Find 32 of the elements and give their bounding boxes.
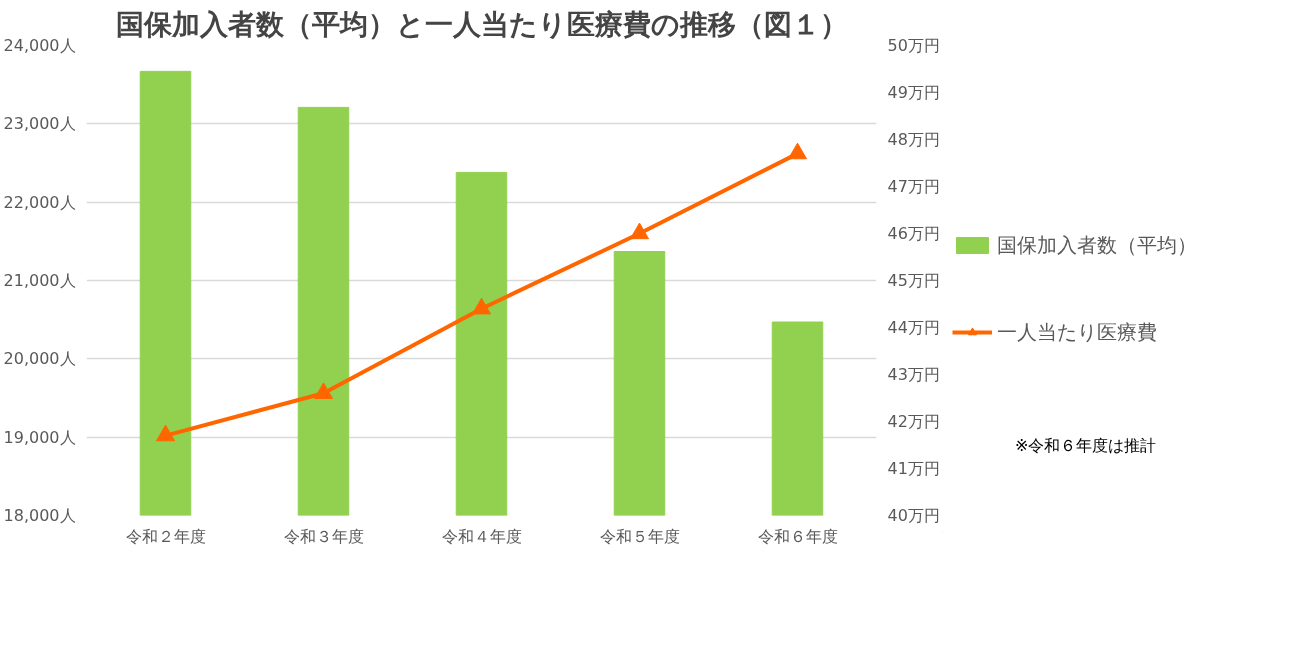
x-tick-label: 令和４年度 [441,526,522,546]
y-tick-label: 21,000人 [3,271,76,290]
y-tick-label: 18,000人 [3,506,76,525]
x-tick-label: 令和６年度 [757,526,838,546]
y2-tick-label: 41万円 [887,459,940,478]
y-tick-label: 23,000人 [3,114,76,134]
y2-tick-label: 50万円 [887,36,940,55]
text: ※令和６年度は推計 [1015,435,1157,455]
y2-tick-label: 40万円 [887,506,940,525]
y2-tick-label: 45万円 [887,271,940,290]
legend-label: 一人当たり医療費 [997,318,1157,346]
y2-tick-label: 43万円 [887,365,940,384]
y-tick-label: 19,000人 [3,427,76,447]
y-tick-label: 22,000人 [3,192,76,212]
y-tick-label: 20,000人 [3,349,76,369]
y2-tick-label: 42万円 [887,412,940,431]
chart-title: 国保加入者数（平均）と一人当たり医療費の推移（図１） [115,7,848,41]
y-tick-label: 24,000人 [3,36,76,55]
y2-tick-label: 47万円 [887,177,940,196]
y2-tick-label: 44万円 [887,318,940,337]
y2-tick-label: 46万円 [887,224,940,243]
point [630,222,649,240]
legend-label: 国保加入者数（平均） [997,231,1197,259]
point [156,424,175,442]
x-tick-label: 令和５年度 [599,526,680,546]
point [314,382,333,399]
y2-tick-label: 48万円 [887,130,940,149]
x-tick-label: 令和３年度 [283,526,364,546]
point [472,297,491,315]
x-tick-label: 令和２年度 [125,526,206,546]
point [788,142,807,160]
y2-tick-label: 49万円 [887,83,940,102]
